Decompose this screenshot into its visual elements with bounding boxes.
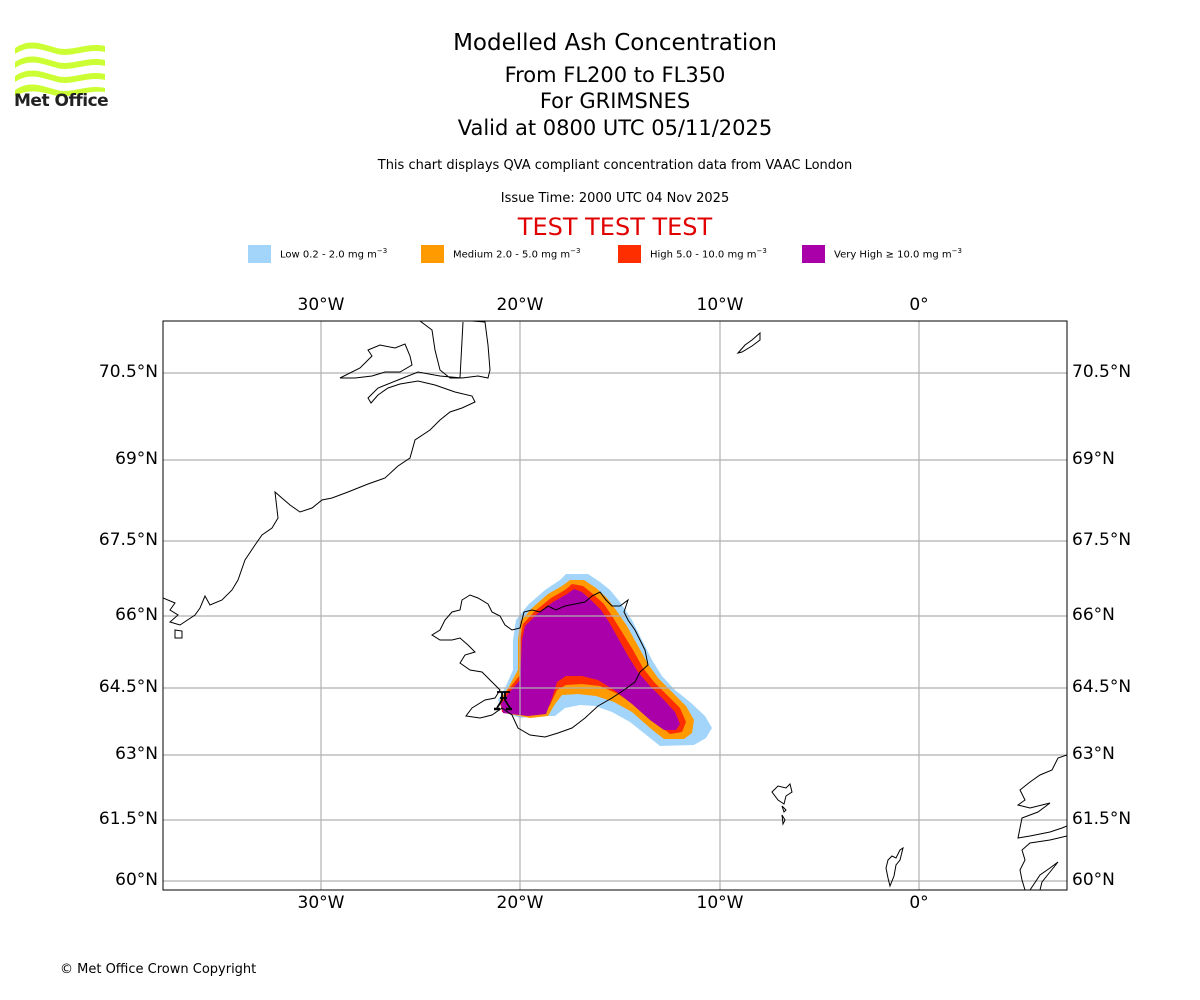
lat-tick-left-63n: 63°N [115, 744, 158, 764]
lat-tick-right-67-5n: 67.5°N [1072, 530, 1132, 550]
volcano-name: For GRIMSNES [539, 89, 691, 113]
volcano-icon[interactable] [494, 691, 512, 711]
legend-swatch-very-high [802, 244, 825, 263]
logo-waves-icon [15, 42, 105, 97]
lon-tick-bottom-20w: 20°W [496, 893, 544, 913]
lat-tick-left-69n: 69°N [115, 449, 158, 469]
legend-item-medium: Medium 2.0 - 5.0 mg m−3 [421, 244, 580, 263]
legend-item-very-high: Very High ≥ 10.0 mg m−3 [802, 244, 962, 263]
chart-subtitle: This chart displays QVA compliant concen… [377, 158, 853, 173]
lon-tick-bottom-0: 0° [909, 893, 929, 913]
chart-title: Modelled Ash Concentration [453, 30, 777, 56]
map-frame [162, 320, 1068, 891]
lat-tick-left-67-5n: 67.5°N [98, 530, 158, 550]
coastline-iceland [431, 591, 649, 738]
lon-tick-top-20w: 20°W [496, 295, 544, 315]
lat-tick-right-66n: 66°N [1072, 605, 1115, 625]
legend-item-low: Low 0.2 - 2.0 mg m−3 [248, 244, 387, 263]
test-banner: TEST TEST TEST [517, 213, 713, 241]
lat-tick-right-60n: 60°N [1072, 870, 1115, 890]
lon-tick-top-30w: 30°W [297, 295, 345, 315]
lat-tick-left-66n: 66°N [115, 605, 158, 625]
coastline-norway [1016, 754, 1067, 890]
legend-swatch-high [618, 244, 641, 263]
lat-tick-right-70-5n: 70.5°N [1072, 362, 1132, 382]
lat-tick-left-70-5n: 70.5°N [98, 362, 158, 382]
legend-label-very-high: Very High ≥ 10.0 mg m−3 [834, 246, 962, 261]
lat-tick-right-64-5n: 64.5°N [1072, 677, 1132, 697]
graticule [163, 321, 1067, 890]
coastline-greenland-fjord [339, 343, 413, 379]
legend-label-medium: Medium 2.0 - 5.0 mg m−3 [453, 246, 581, 261]
coastlines [163, 321, 1067, 890]
legend-swatch-low [248, 244, 271, 263]
valid-time: Valid at 0800 UTC 05/11/2025 [457, 116, 773, 140]
lon-tick-bottom-10w: 10°W [696, 893, 744, 913]
logo-text: Met Office [14, 91, 109, 111]
coastline-shetland [885, 846, 904, 888]
legend-label-high: High 5.0 - 10.0 mg m−3 [650, 246, 767, 261]
plume-very-high [501, 589, 680, 730]
legend-label-low: Low 0.2 - 2.0 mg m−3 [280, 246, 388, 261]
lat-tick-left-61-5n: 61.5°N [98, 809, 158, 829]
lat-tick-right-63n: 63°N [1072, 744, 1115, 764]
coastline-faroes [771, 783, 793, 826]
legend-swatch-medium [421, 244, 444, 263]
lon-tick-bottom-30w: 30°W [297, 893, 345, 913]
lat-tick-right-69n: 69°N [1072, 449, 1115, 469]
lat-tick-left-60n: 60°N [115, 870, 158, 890]
coastline-islet [174, 629, 183, 639]
copyright-notice: © Met Office Crown Copyright [60, 962, 257, 977]
lon-tick-top-0: 0° [909, 295, 929, 315]
lon-tick-top-10w: 10°W [696, 295, 744, 315]
coastline-greenland [163, 321, 491, 626]
lat-tick-right-61-5n: 61.5°N [1072, 809, 1132, 829]
issue-time: Issue Time: 2000 UTC 04 Nov 2025 [500, 191, 730, 206]
met-office-logo [15, 42, 105, 97]
lat-tick-left-64-5n: 64.5°N [98, 677, 158, 697]
ash-plume [498, 574, 712, 746]
legend-item-high: High 5.0 - 10.0 mg m−3 [618, 244, 767, 263]
coastline-jan-mayen [736, 331, 761, 354]
flight-levels: From FL200 to FL350 [504, 63, 726, 87]
